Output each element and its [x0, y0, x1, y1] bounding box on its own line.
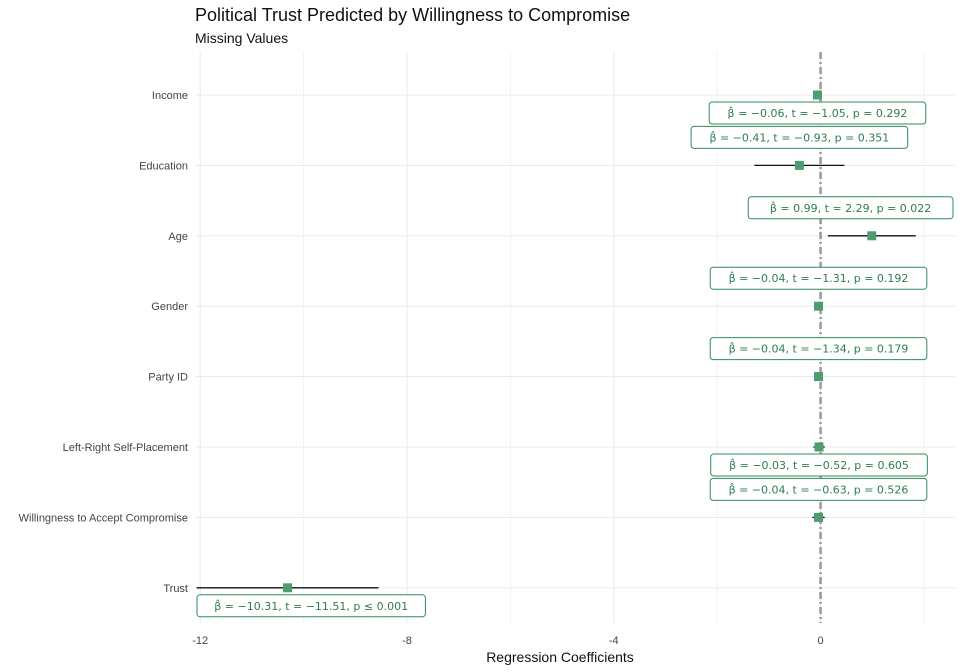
coefficient-label: β̂ = −0.06, t = −1.05, p = 0.292: [728, 106, 908, 120]
coefficient-label-box: [708, 101, 927, 125]
coefficient-label-box: [196, 594, 426, 618]
x-tick-label: -4: [609, 635, 619, 647]
coefficient-label-box: [710, 453, 928, 477]
coefficient-label: β̂ = −0.04, t = −1.34, p = 0.179: [729, 342, 909, 356]
y-tick-label: Left-Right Self-Placement: [63, 442, 188, 454]
coefficient-label: β̂ = −0.04, t = −0.63, p = 0.526: [729, 482, 909, 496]
coefficient-point: [812, 90, 822, 100]
coefficient-label-box: [709, 266, 928, 290]
coefficient-point: [283, 583, 293, 593]
coefficient-point: [794, 160, 804, 170]
plot-grid: [195, 52, 955, 623]
plot-marks: β̂ = −0.06, t = −1.05, p = 0.292 β̂ = −0.…: [196, 90, 954, 618]
coefficient-point: [814, 372, 824, 382]
chart-subtitle: Missing Values: [195, 30, 288, 46]
x-axis-label: Regression Coefficients: [486, 649, 634, 665]
coefficient-label: β̂ = −10.31, t = −11.51, p ≤ 0.001: [214, 599, 408, 613]
y-tick-label: Age: [168, 231, 188, 243]
coefficient-label: β̂ = −0.41, t = −0.93, p = 0.351: [709, 130, 889, 144]
y-tick-label: Education: [139, 160, 188, 172]
coefficient-label-box: [709, 477, 928, 501]
coefficient-point: [814, 301, 824, 311]
x-axis-tick-labels: -12 -8 -4 0: [192, 635, 823, 647]
x-tick-label: -8: [402, 635, 412, 647]
y-tick-label: Willingness to Accept Compromise: [19, 512, 188, 524]
coefficient-point: [867, 231, 877, 241]
y-tick-label: Party ID: [148, 372, 188, 384]
coefficient-label: β̂ = −0.04, t = −1.31, p = 0.192: [729, 271, 909, 285]
coefficient-point: [814, 442, 824, 452]
y-tick-label: Trust: [163, 583, 188, 595]
coefficient-label-box: [690, 125, 909, 149]
x-tick-label: -12: [192, 635, 208, 647]
coefficient-label-box: [709, 337, 928, 361]
coefficient-label: β̂ = −0.03, t = −0.52, p = 0.605: [729, 458, 909, 472]
y-tick-label: Gender: [151, 301, 188, 313]
y-tick-label: Income: [152, 90, 188, 102]
coefficient-label: β̂ = 0.99, t = 2.29, p = 0.022: [770, 201, 931, 215]
y-axis-tick-labels: Income Education Age Gender Party ID Left-Rig…: [19, 90, 189, 595]
chart-title: Political Trust Predicted by Willingness…: [195, 5, 630, 25]
x-tick-label: 0: [818, 635, 824, 647]
coefficient-point: [814, 512, 824, 522]
coefficient-label-box: [747, 196, 954, 220]
